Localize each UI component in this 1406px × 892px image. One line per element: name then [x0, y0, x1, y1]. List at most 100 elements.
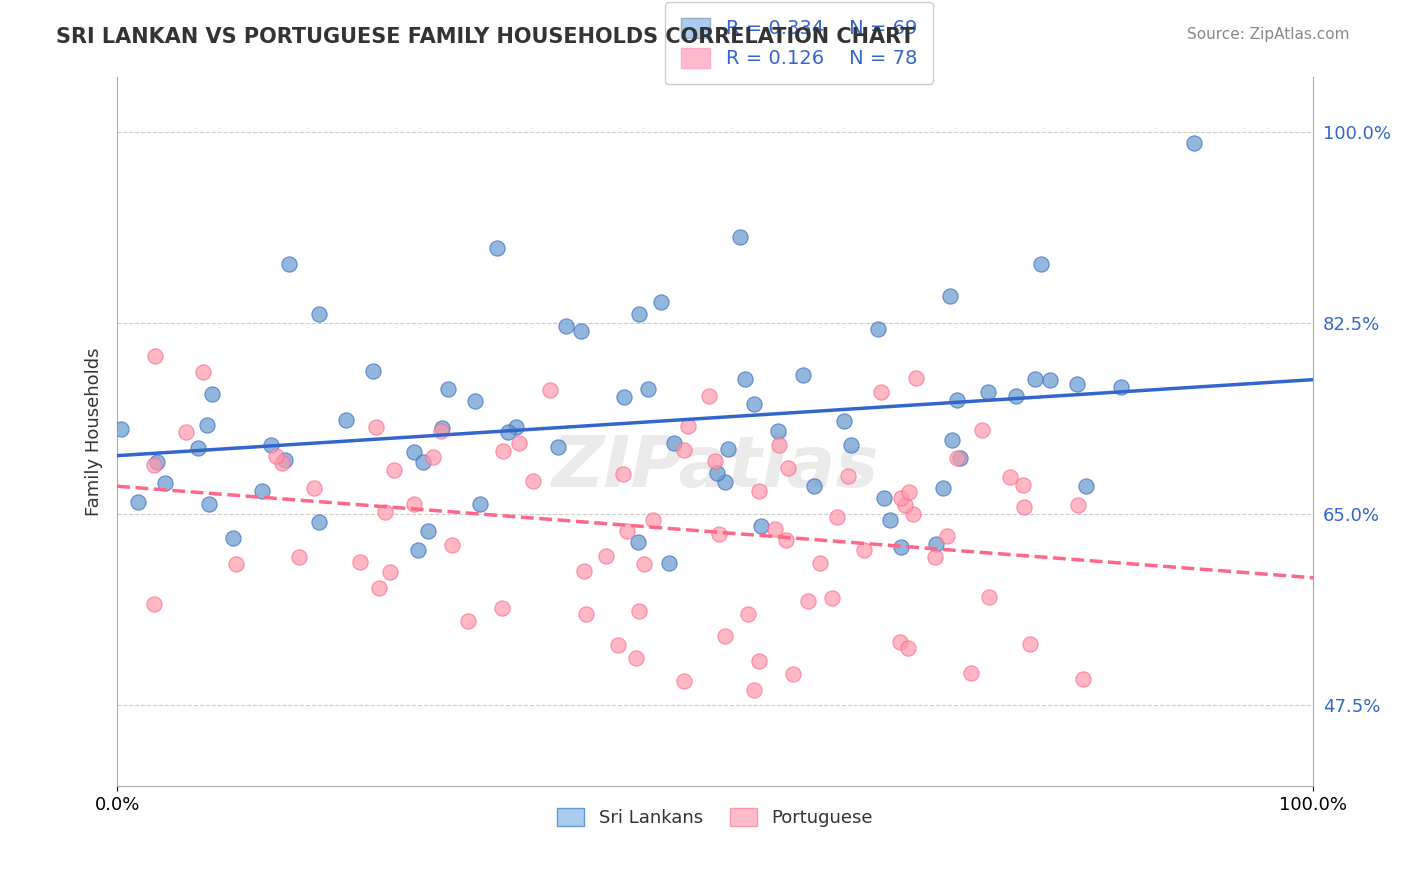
Point	[406, 542, 429, 557]
Point	[264, 449, 287, 463]
Point	[672, 674, 695, 689]
Point	[110, 421, 132, 435]
Point	[1012, 500, 1035, 514]
Point	[485, 241, 508, 255]
Point	[672, 442, 695, 457]
Point	[382, 463, 405, 477]
Point	[1071, 672, 1094, 686]
Point	[402, 445, 425, 459]
Point	[717, 442, 740, 456]
Text: SRI LANKAN VS PORTUGUESE FAMILY HOUSEHOLDS CORRELATION CHART: SRI LANKAN VS PORTUGUESE FAMILY HOUSEHOL…	[56, 27, 915, 46]
Point	[380, 566, 402, 580]
Point	[935, 529, 957, 543]
Point	[143, 349, 166, 363]
Point	[626, 651, 648, 665]
Point	[288, 549, 311, 564]
Point	[959, 666, 981, 681]
Point	[744, 682, 766, 697]
Point	[1018, 637, 1040, 651]
Point	[633, 557, 655, 571]
Point	[225, 558, 247, 572]
Point	[1109, 379, 1132, 393]
Point	[187, 441, 209, 455]
Point	[368, 581, 391, 595]
Point	[1066, 498, 1088, 512]
Point	[491, 600, 513, 615]
Point	[575, 607, 598, 622]
Point	[1000, 469, 1022, 483]
Point	[470, 498, 492, 512]
Point	[837, 469, 859, 483]
Point	[734, 372, 756, 386]
Point	[709, 526, 731, 541]
Point	[574, 564, 596, 578]
Point	[797, 594, 820, 608]
Point	[897, 641, 920, 656]
Point	[1024, 372, 1046, 386]
Point	[308, 515, 330, 529]
Point	[852, 542, 875, 557]
Point	[713, 475, 735, 489]
Point	[505, 420, 527, 434]
Point	[335, 413, 357, 427]
Point	[890, 491, 912, 506]
Point	[889, 635, 911, 649]
Point	[402, 497, 425, 511]
Point	[174, 425, 197, 440]
Point	[250, 483, 273, 498]
Point	[612, 467, 634, 482]
Point	[1076, 479, 1098, 493]
Point	[650, 295, 672, 310]
Point	[643, 513, 665, 527]
Point	[616, 524, 638, 539]
Point	[222, 531, 245, 545]
Point	[658, 556, 681, 570]
Y-axis label: Family Households: Family Households	[86, 348, 103, 516]
Point	[613, 390, 636, 404]
Text: Source: ZipAtlas.com: Source: ZipAtlas.com	[1187, 27, 1350, 42]
Point	[637, 382, 659, 396]
Point	[143, 458, 166, 473]
Point	[1182, 136, 1205, 150]
Point	[825, 510, 848, 524]
Point	[839, 438, 862, 452]
Point	[924, 550, 946, 565]
Point	[748, 483, 770, 498]
Point	[1039, 373, 1062, 387]
Point	[146, 455, 169, 469]
Point	[776, 460, 799, 475]
Point	[897, 485, 920, 500]
Point	[662, 436, 685, 450]
Point	[977, 590, 1000, 604]
Point	[457, 615, 479, 629]
Point	[595, 549, 617, 564]
Point	[803, 479, 825, 493]
Point	[678, 419, 700, 434]
Point	[191, 365, 214, 379]
Point	[697, 389, 720, 403]
Point	[763, 522, 786, 536]
Point	[1029, 257, 1052, 271]
Point	[464, 394, 486, 409]
Point	[308, 308, 330, 322]
Point	[925, 537, 948, 551]
Point	[127, 495, 149, 509]
Point	[873, 491, 896, 505]
Point	[555, 318, 578, 333]
Point	[946, 392, 969, 407]
Point	[939, 288, 962, 302]
Point	[547, 440, 569, 454]
Point	[522, 474, 544, 488]
Point	[492, 444, 515, 458]
Point	[941, 433, 963, 447]
Point	[416, 524, 439, 538]
Point	[270, 456, 292, 470]
Point	[832, 414, 855, 428]
Text: ZIPatlas: ZIPatlas	[551, 433, 879, 502]
Point	[728, 229, 751, 244]
Point	[412, 455, 434, 469]
Point	[1005, 389, 1028, 403]
Point	[751, 519, 773, 533]
Point	[142, 597, 165, 611]
Point	[782, 666, 804, 681]
